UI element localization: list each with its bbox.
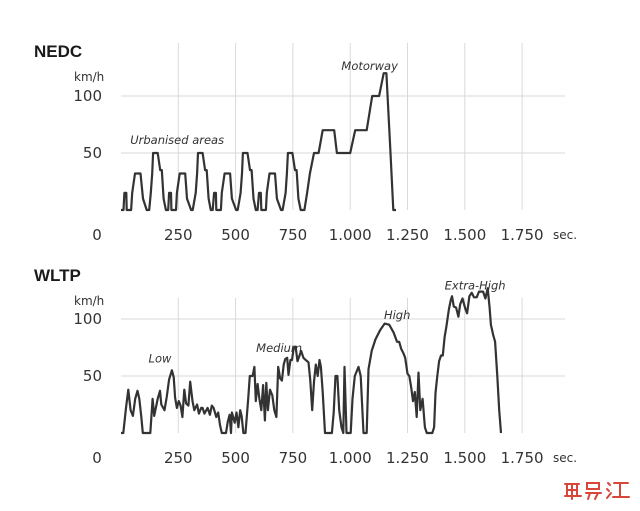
wltp-x-ticks: 0 250 500 750 1.000 1.250 1.500 1.750 — [92, 449, 543, 467]
x-tick-label: 1.500 — [443, 226, 486, 244]
phase-annotation: High — [384, 308, 410, 322]
y-tick-label: 100 — [73, 87, 102, 105]
x-tick-label: 750 — [279, 226, 308, 244]
nedc-speed-trace — [121, 72, 396, 212]
x-tick-label: 1.750 — [501, 226, 544, 244]
x-tick-label: 500 — [221, 449, 250, 467]
wltp-x-unit: sec. — [553, 451, 577, 465]
phase-annotation: Motorway — [341, 59, 398, 73]
phase-annotation: Extra-High — [445, 278, 506, 292]
wltp-speed-trace — [121, 287, 503, 435]
x-tick-label: 1.500 — [443, 449, 486, 467]
wltp-annotations: Low Medium High Extra-High — [149, 278, 506, 365]
wltp-chart: WLTP km/h 50 100 0 250 500 750 1.000 1.250 1.50… — [34, 266, 577, 467]
y-tick-label: 50 — [83, 367, 102, 385]
nedc-y-unit: km/h — [74, 70, 104, 84]
x-tick-label: 1.250 — [386, 449, 429, 467]
wltp-y-unit: km/h — [74, 294, 104, 308]
x-tick-label: 250 — [164, 226, 193, 244]
nedc-title: NEDC — [34, 42, 82, 61]
y-tick-label: 100 — [73, 310, 102, 328]
wltp-y-ticks: 50 100 — [73, 310, 102, 385]
phase-annotation: Medium — [256, 341, 302, 355]
x-tick-label: 250 — [164, 449, 193, 467]
x-tick-label: 0 — [92, 449, 102, 467]
phase-annotation: Urbanised areas — [130, 133, 224, 147]
x-tick-label: 1.000 — [329, 226, 372, 244]
wltp-title: WLTP — [34, 266, 81, 285]
nedc-x-ticks: 0 250 500 750 1.000 1.250 1.500 1.750 — [92, 226, 543, 244]
nedc-annotations: Urbanised areas Motorway — [130, 59, 398, 147]
y-tick-label: 50 — [83, 144, 102, 162]
nedc-y-ticks: 50 100 — [73, 87, 102, 162]
x-tick-label: 0 — [92, 226, 102, 244]
nedc-x-unit: sec. — [553, 228, 577, 242]
phase-annotation: Low — [149, 351, 172, 365]
x-tick-label: 1.250 — [386, 226, 429, 244]
x-tick-label: 1.000 — [329, 449, 372, 467]
x-tick-label: 500 — [221, 226, 250, 244]
x-tick-label: 1.750 — [501, 449, 544, 467]
x-tick-label: 750 — [279, 449, 308, 467]
nedc-chart: NEDC km/h 50 100 0 250 500 750 1.000 1.250 1.50… — [34, 42, 577, 244]
watermark-logo — [564, 482, 630, 500]
